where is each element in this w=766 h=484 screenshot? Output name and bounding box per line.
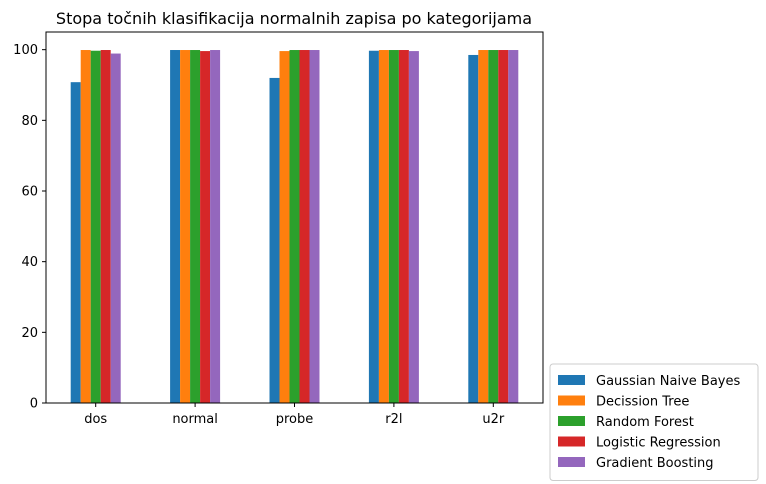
bar-probe-gradient-boosting — [309, 50, 320, 404]
bar-dos-decission-tree — [80, 50, 91, 404]
x-tick-label: u2r — [482, 412, 505, 427]
bar-probe-decission-tree — [279, 51, 290, 403]
bar-dos-gaussian-naive-bayes — [70, 82, 81, 403]
x-tick-label: dos — [84, 412, 107, 427]
bar-probe-logistic-regression — [299, 50, 310, 404]
legend-box — [549, 363, 759, 481]
bar-normal-gaussian-naive-bayes — [170, 50, 181, 404]
bar-normal-gradient-boosting — [210, 50, 221, 404]
bar-r2l-random-forest — [388, 50, 399, 404]
legend-swatch — [558, 375, 585, 385]
legend: Gaussian Naive Bayes Decission Tree Random… — [549, 363, 759, 481]
bar-u2r-gradient-boosting — [508, 50, 519, 404]
legend-label: Gradient Boosting — [596, 456, 714, 471]
bar-r2l-gaussian-naive-bayes — [368, 50, 379, 404]
y-tick-label: 0 — [30, 397, 38, 412]
bar-r2l-gradient-boosting — [408, 51, 419, 403]
bar-dos-random-forest — [90, 50, 101, 404]
bars-group — [70, 50, 519, 404]
legend-swatch — [558, 436, 585, 447]
y-tick-label: 60 — [21, 185, 38, 200]
bar-r2l-logistic-regression — [398, 50, 409, 404]
bar-normal-logistic-regression — [200, 51, 211, 403]
y-tick-label: 20 — [21, 326, 38, 341]
x-tick-label: probe — [276, 412, 314, 427]
bar-u2r-logistic-regression — [498, 50, 509, 404]
y-tick-label: 100 — [13, 43, 38, 58]
x-tick-label: normal — [172, 412, 218, 427]
y-tick-label: 40 — [21, 255, 38, 270]
x-tick-label: r2l — [385, 412, 402, 427]
bar-u2r-random-forest — [488, 50, 499, 404]
legend-label: Logistic Regression — [596, 436, 721, 451]
legend-swatch — [558, 395, 585, 406]
legend-label: Gaussian Naive Bayes — [596, 374, 740, 389]
x-axis: dos normal probe r2l u2r — [84, 403, 505, 427]
bar-normal-random-forest — [190, 50, 201, 404]
bar-r2l-decission-tree — [378, 50, 389, 404]
bar-probe-random-forest — [289, 50, 300, 404]
y-axis: 0 20 40 60 80 100 — [13, 43, 46, 412]
bar-normal-decission-tree — [180, 50, 191, 404]
y-tick-label: 80 — [21, 114, 38, 129]
legend-label: Random Forest — [596, 415, 694, 430]
chart-title: Stopa točnih klasifikacija normalnih zap… — [56, 9, 532, 28]
legend-swatch — [558, 457, 585, 467]
bar-dos-logistic-regression — [100, 50, 111, 404]
legend-swatch — [558, 416, 585, 426]
bar-u2r-decission-tree — [478, 50, 489, 404]
bar-dos-gradient-boosting — [110, 53, 121, 403]
bar-u2r-gaussian-naive-bayes — [468, 54, 479, 403]
bar-probe-gaussian-naive-bayes — [269, 77, 280, 403]
legend-label: Decission Tree — [596, 395, 689, 410]
